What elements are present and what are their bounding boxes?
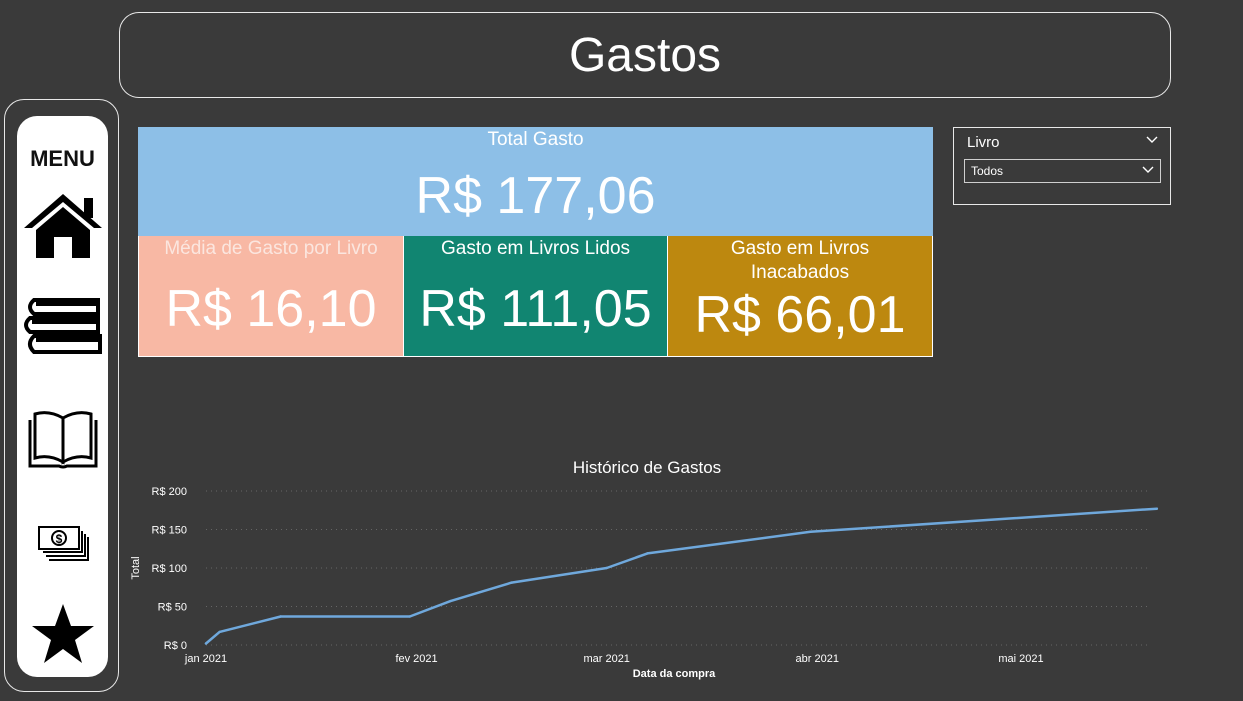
x-tick-label: mai 2021	[998, 653, 1043, 665]
money-icon[interactable]: $	[37, 524, 89, 564]
book-filter-selected: Todos	[971, 164, 1004, 178]
star-icon[interactable]	[31, 604, 95, 664]
menu-label: MENU	[30, 146, 95, 171]
read-books-card: Gasto em Livros Lidos R$ 111,05	[403, 236, 668, 357]
chevron-down-icon	[1142, 166, 1154, 173]
y-tick-label: R$ 150	[152, 525, 187, 537]
book-filter-title: Livro	[967, 134, 1000, 151]
read-books-label: Gasto em Livros Lidos	[440, 238, 631, 259]
total-spent-label: Total Gasto	[487, 129, 584, 150]
data-point	[279, 615, 282, 618]
y-tick-label: R$ 0	[164, 640, 187, 652]
y-tick-label: R$ 50	[158, 602, 187, 614]
page-title: Gastos	[568, 28, 722, 82]
menu-panel: MENU $	[17, 116, 108, 677]
home-icon[interactable]	[22, 192, 104, 260]
total-spent-card: Total Gasto R$ 177,06	[138, 127, 933, 236]
x-tick-label: fev 2021	[395, 653, 437, 665]
books-stack-icon[interactable]	[22, 294, 104, 358]
data-point	[510, 581, 513, 584]
data-point	[646, 552, 649, 555]
average-per-book-label: Média de Gasto por Livro	[164, 238, 378, 259]
spending-history-chart: Histórico de Gastos R$ 0 R$ 50 R$ 100 R$ 150…	[130, 458, 1159, 680]
open-book-icon[interactable]	[27, 408, 99, 470]
menu-frame	[4, 99, 119, 692]
chevron-down-icon[interactable]	[1146, 136, 1158, 144]
chart-title: Histórico de Gastos	[573, 458, 721, 477]
data-point	[204, 642, 208, 645]
unfinished-books-label: Gasto em Livros Inacabados	[730, 238, 870, 283]
unfinished-books-card: Gasto em Livros Inacabados R$ 66,01	[667, 236, 933, 357]
data-point	[605, 566, 608, 570]
average-per-book-value: R$ 16,10	[165, 280, 377, 338]
y-axis-label: Total	[130, 556, 142, 579]
x-axis-label: Data da compra	[633, 668, 716, 680]
data-point	[809, 530, 812, 534]
average-per-book-card: Média de Gasto por Livro R$ 16,10	[138, 236, 404, 357]
data-point	[408, 615, 411, 618]
unfinished-books-value: R$ 66,01	[694, 286, 906, 344]
series-line	[204, 507, 1159, 645]
data-point	[449, 599, 452, 603]
book-filter: Livro Todos	[953, 127, 1171, 205]
data-point	[1155, 507, 1159, 510]
total-spent-value: R$ 177,06	[415, 167, 656, 225]
y-tick-label: R$ 100	[152, 563, 187, 575]
x-tick-label: mar 2021	[583, 653, 629, 665]
book-filter-select[interactable]: Todos	[964, 159, 1161, 183]
y-tick-label: R$ 200	[152, 486, 187, 498]
read-books-value: R$ 111,05	[419, 280, 652, 338]
page-title-box: Gastos	[119, 12, 1171, 98]
svg-text:$: $	[56, 532, 63, 546]
x-tick-label: abr 2021	[796, 653, 839, 665]
data-point	[218, 630, 221, 634]
x-tick-label: jan 2021	[184, 653, 227, 665]
